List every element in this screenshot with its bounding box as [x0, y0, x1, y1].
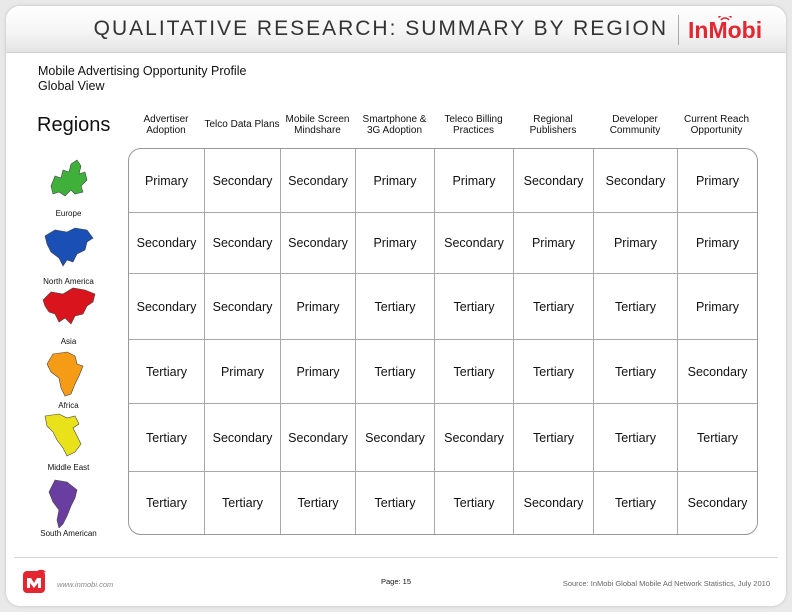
table-cell: Secondary: [205, 274, 281, 340]
region-europe: Europe: [31, 156, 106, 218]
region-north-america: North America: [31, 224, 106, 286]
south-america-map-icon: [48, 479, 77, 528]
table-cell: Tertiary: [594, 274, 678, 340]
africa-map-icon: [46, 351, 83, 397]
region-south-american: South American: [31, 476, 106, 538]
column-header: Mobile Screen Mindshare: [285, 113, 350, 137]
table-cell: Tertiary: [594, 340, 678, 404]
table-cell: Secondary: [514, 149, 594, 213]
table-cell: Secondary: [687, 496, 748, 510]
summary-table: Primary Secondary Secondary Primary Primary S…: [128, 148, 758, 535]
region-africa: Africa: [31, 348, 106, 410]
table-cell: Secondary: [356, 404, 435, 472]
table-cell: Tertiary: [129, 340, 205, 404]
table-cell: Tertiary: [205, 472, 281, 534]
table-cell: Tertiary: [594, 404, 678, 472]
table-cell: Tertiary: [129, 404, 205, 472]
column-header: Regional Publishers: [529, 113, 577, 137]
table-cell: Secondary: [281, 404, 356, 472]
table-cell: Tertiary: [514, 404, 594, 472]
column-header: Smartphone & 3G Adoption: [362, 113, 427, 137]
table-cell: Secondary: [129, 213, 205, 274]
table-cell: Tertiary: [435, 472, 514, 534]
regions-heading: Regions: [37, 114, 111, 136]
table-cell: Secondary: [129, 274, 205, 340]
europe-map-icon: [50, 159, 87, 197]
inmobi-footer-icon: [23, 569, 46, 593]
column-header: Telco Data Plans: [204, 119, 280, 131]
page-title: QUALITATIVE RESEARCH: SUMMARY BY REGION: [93, 17, 668, 40]
table-cell: Secondary: [435, 404, 514, 472]
table-cell: Tertiary: [356, 472, 435, 534]
region-label: Asia: [60, 337, 77, 346]
table-cell: Primary: [678, 149, 757, 213]
table-cell: Secondary: [678, 340, 757, 404]
source-note: Source: InMobi Global Mobile Ad Network …: [562, 579, 770, 588]
table-cell: Primary: [678, 213, 757, 274]
table-cell: Tertiary: [514, 274, 594, 340]
region-asia: Asia: [31, 284, 106, 346]
table-cell: Secondary: [281, 213, 356, 274]
inmobi-logo: InMobi: [688, 16, 762, 43]
table-cell: Secondary: [205, 149, 281, 213]
page-number: Page: 15: [380, 577, 412, 586]
table-cell: Primary: [356, 149, 435, 213]
table-cell: Primary: [129, 149, 205, 213]
table-cell: Primary: [594, 213, 678, 274]
logo-text: InMobi: [688, 17, 762, 43]
table-cell: Primary: [205, 340, 281, 404]
table-cell: Tertiary: [435, 340, 514, 404]
table-cell: Secondary: [594, 149, 678, 213]
table-cell: Tertiary: [678, 404, 757, 472]
region-label: Africa: [58, 401, 79, 410]
table-cell: Tertiary: [514, 340, 594, 404]
table-cell: Secondary: [205, 213, 281, 274]
table-cell: Primary: [514, 213, 594, 274]
middle-east-map-icon: [44, 413, 81, 457]
table-cell: Primary: [281, 274, 356, 340]
table-cell: Tertiary: [594, 472, 678, 534]
table-cell: Tertiary: [356, 274, 435, 340]
table-cell: Secondary: [435, 213, 514, 274]
column-header: Developer Community: [609, 113, 661, 137]
subtitle: Mobile Advertising Opportunity Profile G…: [38, 64, 246, 94]
subtitle-line-1: Mobile Advertising Opportunity Profile: [38, 64, 247, 78]
north-america-map-icon: [44, 227, 93, 267]
table-cell: Tertiary: [356, 340, 435, 404]
table-cell: Tertiary: [281, 472, 356, 534]
table-cell: Secondary: [514, 472, 594, 534]
subtitle-line-2: Global View: [38, 79, 105, 93]
region-label: Middle East: [47, 463, 90, 472]
region-middle-east: Middle East: [31, 410, 106, 472]
table-cell: Tertiary: [129, 472, 205, 534]
table-cell: Primary: [678, 274, 757, 340]
table-cell: Primary: [435, 149, 514, 213]
footer-url[interactable]: www.inmobi.com: [57, 580, 114, 589]
header-bar: QUALITATIVE RESEARCH: SUMMARY BY REGION …: [6, 6, 786, 53]
region-label: Europe: [55, 209, 82, 218]
slide: QUALITATIVE RESEARCH: SUMMARY BY REGION …: [6, 6, 786, 606]
table-cell: Secondary: [205, 404, 281, 472]
column-header: Advertiser Adoption: [143, 113, 189, 137]
table-cell: Tertiary: [435, 274, 514, 340]
table-cell: Primary: [281, 340, 356, 404]
table-cell: Primary: [356, 213, 435, 274]
column-header: Teleco Billing Practices: [444, 113, 503, 137]
column-header: Current Reach Opportunity: [683, 113, 750, 137]
region-label: South American: [40, 529, 97, 538]
table-cell: Secondary: [281, 149, 356, 213]
asia-map-icon: [42, 287, 95, 325]
header-divider: [678, 15, 679, 45]
region-label: North America: [43, 277, 94, 286]
footer-divider: [14, 557, 778, 558]
